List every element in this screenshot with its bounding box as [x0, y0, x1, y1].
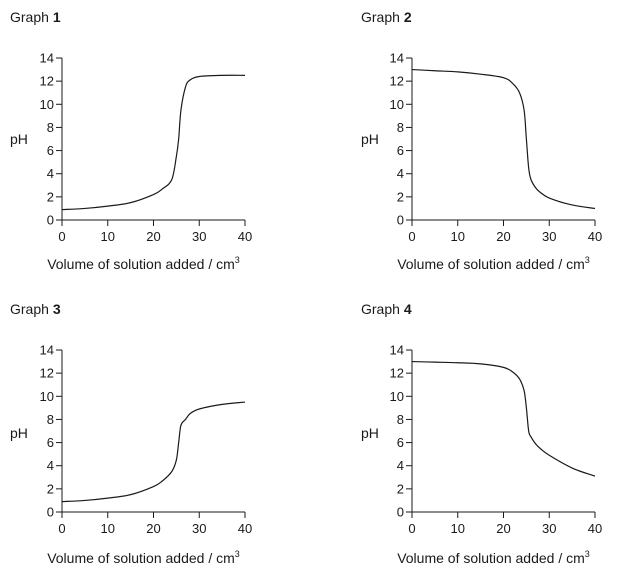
x-tick-label: 20: [496, 521, 510, 536]
x-tick-label: 40: [238, 229, 252, 244]
y-tick-label: 12: [40, 366, 54, 381]
y-tick-label: 0: [47, 505, 54, 520]
x-tick-label: 10: [101, 521, 115, 536]
x-tick-label: 40: [588, 229, 602, 244]
chart-title-prefix: Graph: [10, 9, 53, 25]
x-axis-label-text: Volume of solution added / cm: [397, 256, 585, 272]
y-tick-label: 4: [47, 166, 54, 181]
chart-title-prefix: Graph: [361, 301, 404, 317]
chart-title: Graph 4: [361, 301, 412, 317]
x-axis-label-text: Volume of solution added / cm: [47, 256, 235, 272]
y-tick-label: 8: [47, 120, 54, 135]
chart-title: Graph 1: [10, 9, 61, 25]
x-tick-label: 30: [542, 229, 556, 244]
y-tick-label: 6: [397, 143, 404, 158]
x-tick-label: 30: [192, 521, 206, 536]
x-tick-label: 20: [146, 229, 160, 244]
x-tick-label: 10: [101, 229, 115, 244]
y-tick-label: 6: [397, 435, 404, 450]
x-tick-label: 40: [588, 521, 602, 536]
y-tick-label: 4: [47, 458, 54, 473]
y-tick-label: 2: [47, 189, 54, 204]
y-tick-label: 14: [390, 343, 404, 358]
y-tick-label: 0: [47, 213, 54, 228]
y-tick-label: 14: [40, 343, 54, 358]
y-tick-label: 8: [397, 412, 404, 427]
y-tick-label: 12: [390, 74, 404, 89]
y-tick-label: 0: [397, 505, 404, 520]
chart-title-number: 2: [404, 9, 412, 25]
y-tick-label: 10: [390, 97, 404, 112]
x-axis-label: Volume of solution added / cm3: [397, 255, 590, 272]
x-axis-label-superscript: 3: [585, 255, 590, 265]
x-axis-label-superscript: 3: [235, 255, 240, 265]
y-tick-label: 8: [397, 120, 404, 135]
chart-title: Graph 2: [361, 9, 412, 25]
chart-title-number: 3: [53, 301, 61, 317]
x-tick-label: 0: [408, 229, 415, 244]
y-tick-label: 2: [47, 481, 54, 496]
y-tick-label: 4: [397, 458, 404, 473]
x-tick-label: 0: [58, 521, 65, 536]
x-axis-label-superscript: 3: [235, 549, 240, 559]
y-tick-label: 2: [397, 189, 404, 204]
x-tick-label: 30: [192, 229, 206, 244]
titration-curve-line: [61, 401, 246, 503]
x-tick-label: 10: [451, 521, 465, 536]
x-axis-label-text: Volume of solution added / cm: [47, 550, 235, 566]
x-tick-label: 10: [451, 229, 465, 244]
x-tick-label: 30: [542, 521, 556, 536]
y-tick-label: 8: [47, 412, 54, 427]
titration-curve-line: [411, 68, 596, 210]
chart-title-number: 4: [404, 301, 412, 317]
x-axis-label-superscript: 3: [585, 549, 590, 559]
y-tick-label: 10: [40, 97, 54, 112]
chart-title-number: 1: [53, 9, 61, 25]
x-tick-label: 0: [58, 229, 65, 244]
x-axis-label: Volume of solution added / cm3: [397, 549, 590, 566]
y-axis-label: pH: [10, 425, 28, 441]
y-tick-label: 6: [47, 143, 54, 158]
x-tick-label: 20: [496, 229, 510, 244]
y-tick-label: 12: [40, 74, 54, 89]
x-tick-label: 40: [238, 521, 252, 536]
titration-curve-line: [411, 360, 596, 477]
x-tick-label: 20: [146, 521, 160, 536]
x-axis-label-text: Volume of solution added / cm: [397, 550, 585, 566]
x-axis-label: Volume of solution added / cm3: [47, 255, 240, 272]
chart-title-prefix: Graph: [10, 301, 53, 317]
chart-title-prefix: Graph: [361, 9, 404, 25]
y-tick-label: 14: [390, 51, 404, 66]
x-tick-label: 0: [408, 521, 415, 536]
y-tick-label: 0: [397, 213, 404, 228]
y-tick-label: 12: [390, 366, 404, 381]
y-axis-label: pH: [361, 131, 379, 147]
y-tick-label: 10: [390, 389, 404, 404]
titration-curve-line: [61, 74, 246, 211]
x-axis-label: Volume of solution added / cm3: [47, 549, 240, 566]
y-tick-label: 14: [40, 51, 54, 66]
y-axis-label: pH: [10, 131, 28, 147]
y-tick-label: 4: [397, 166, 404, 181]
y-tick-label: 10: [40, 389, 54, 404]
y-tick-label: 6: [47, 435, 54, 450]
y-axis-label: pH: [361, 425, 379, 441]
y-tick-label: 2: [397, 481, 404, 496]
chart-title: Graph 3: [10, 301, 61, 317]
